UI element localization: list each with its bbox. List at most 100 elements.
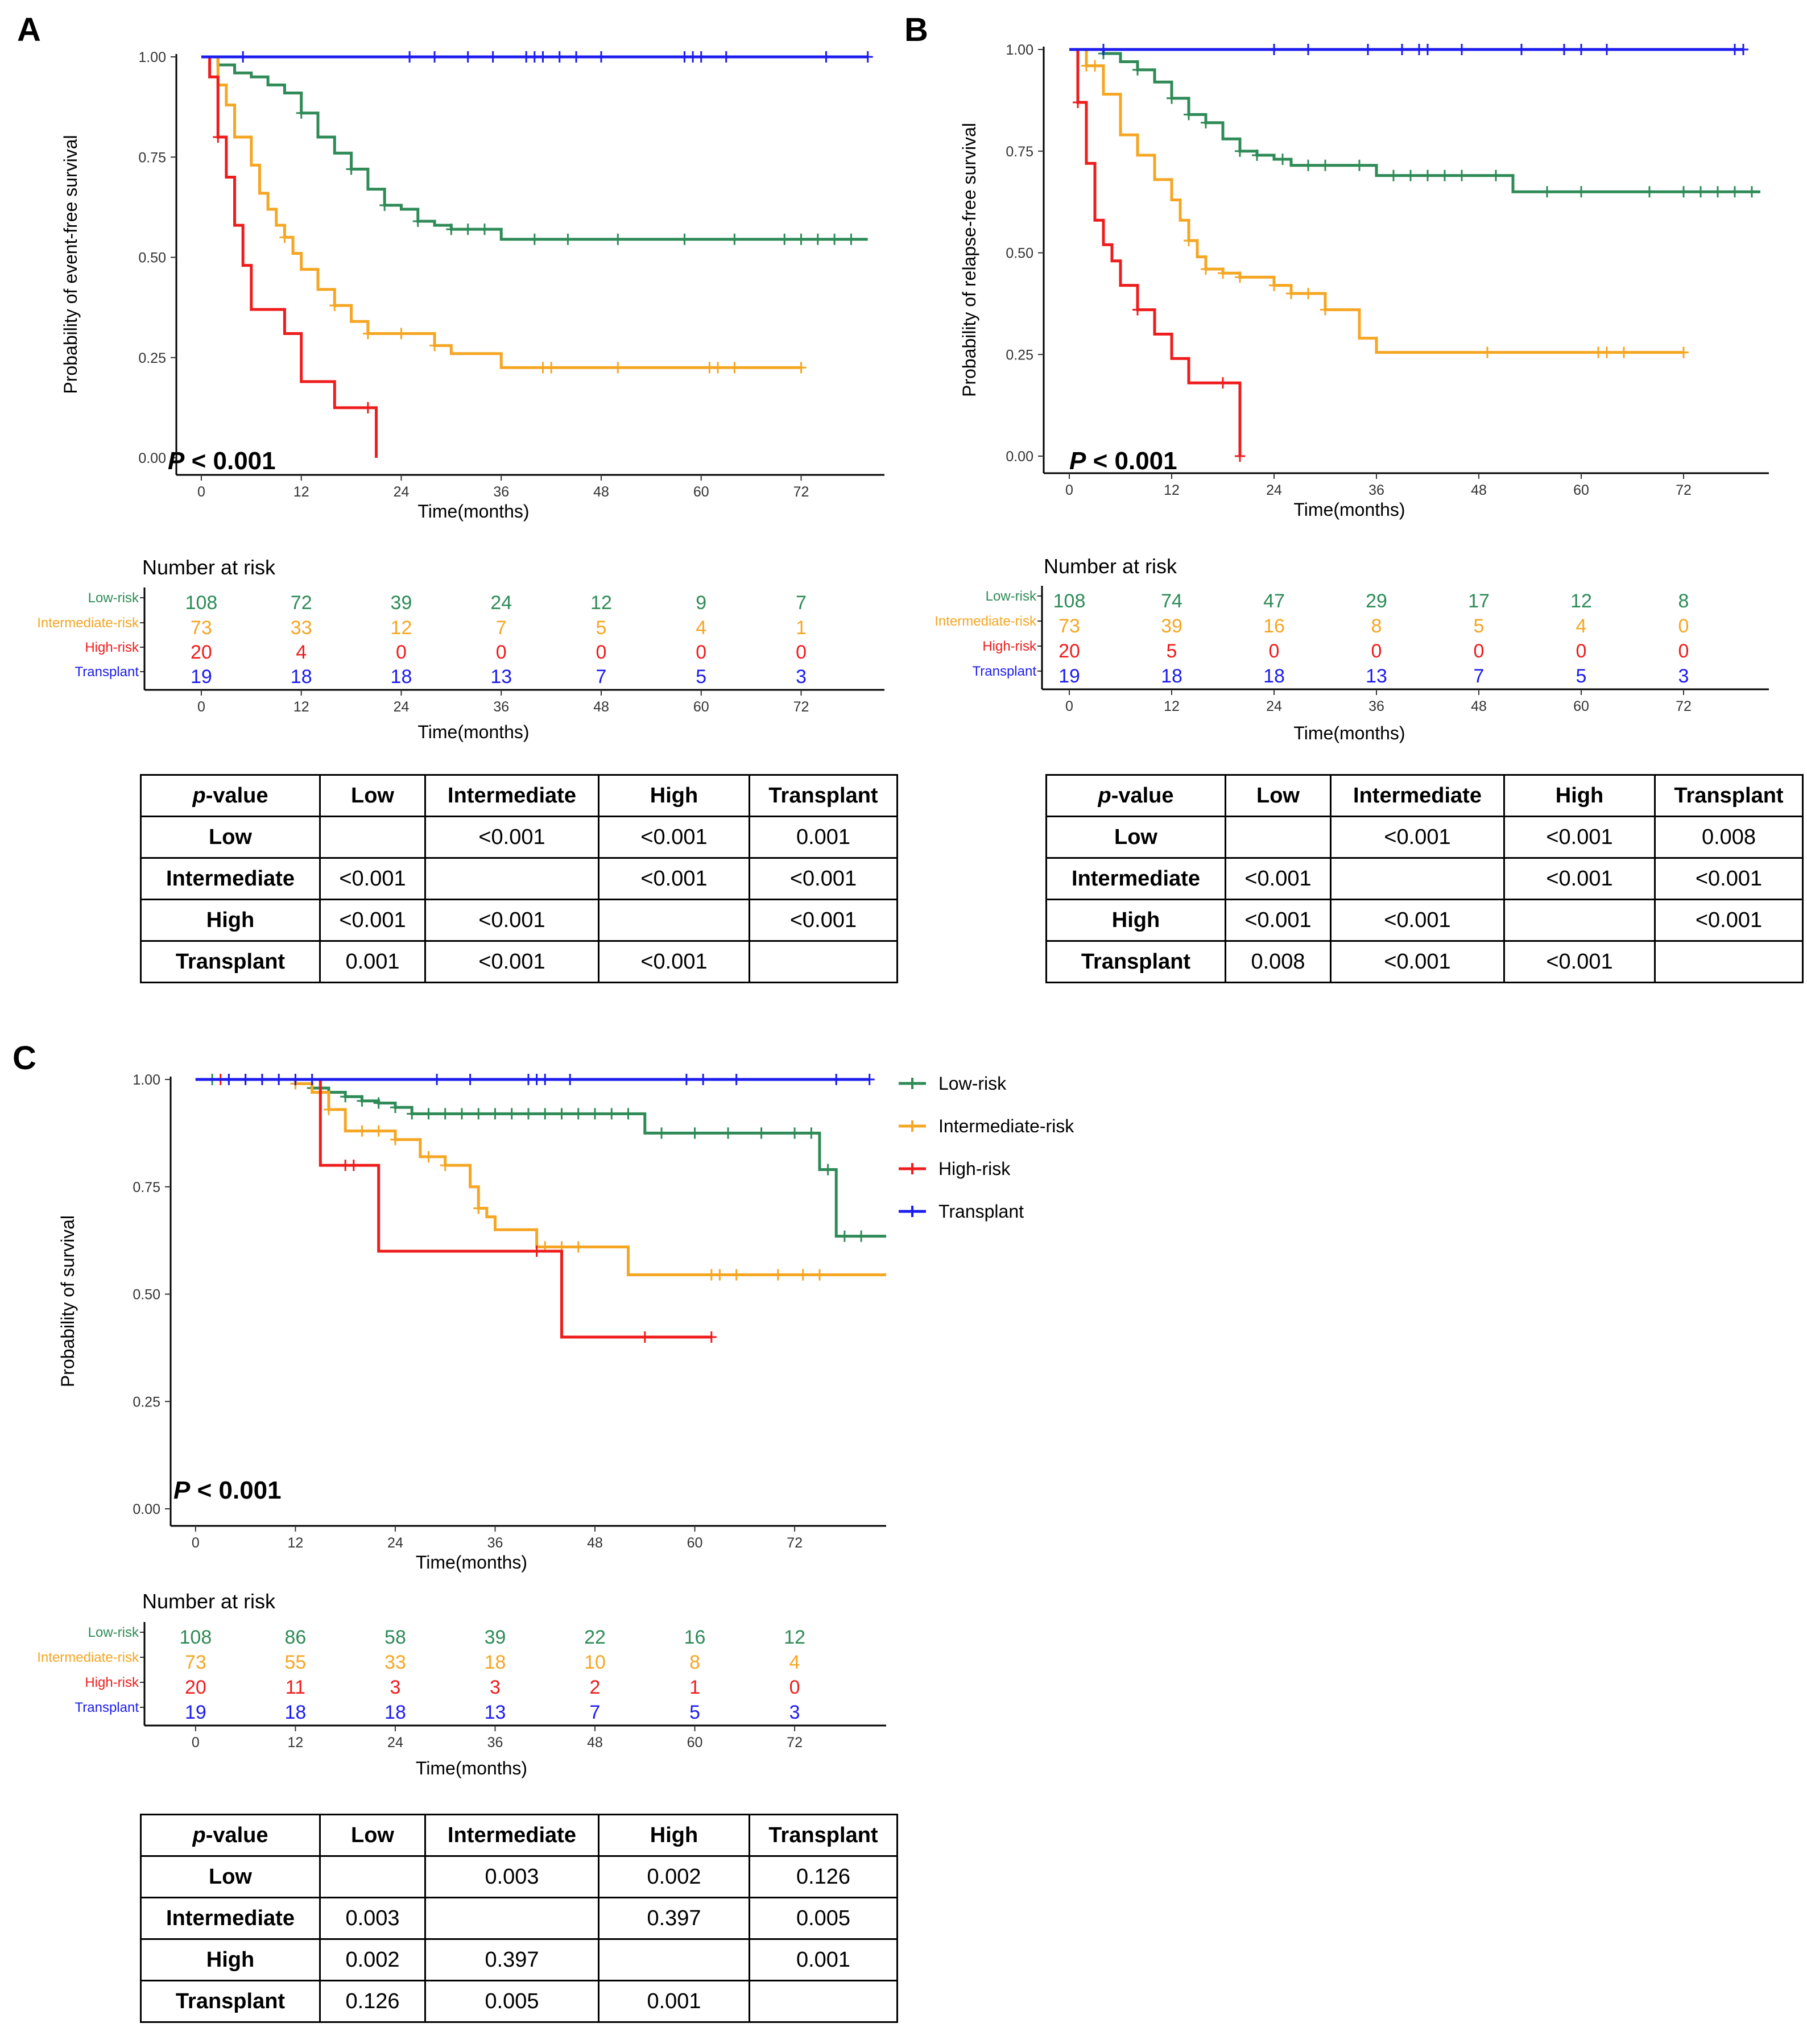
x-tick-label: 60 — [687, 1535, 703, 1551]
pvalue-cell: <0.001 — [1503, 816, 1656, 859]
y-axis-title: Probability of relapse-free survival — [959, 123, 979, 397]
censor-mark — [796, 362, 807, 374]
censor-mark — [546, 362, 557, 374]
y-axis-title: Probability of survival — [57, 1215, 78, 1387]
risk-x-tick-label: 24 — [394, 699, 410, 715]
pvalue-cell: <0.001 — [598, 816, 750, 859]
risk-table-title: Number at risk — [142, 556, 276, 579]
censor-mark — [1576, 44, 1586, 55]
pvalue-row-label: Transplant — [140, 1980, 321, 2023]
risk-count: 10 — [584, 1652, 606, 1673]
risk-count: 72 — [291, 592, 312, 614]
risk-x-tick-label: 12 — [288, 1735, 304, 1751]
risk-row-label: Transplant — [75, 664, 139, 680]
censor-mark — [1303, 44, 1313, 55]
censor-mark — [729, 233, 740, 245]
pvalue-header-row: p-value Low Intermediate High Transplant — [140, 1814, 898, 1857]
risk-x-tick-label: 72 — [787, 1735, 803, 1751]
risk-count: 11 — [286, 1677, 305, 1698]
panel-b: B0.000.250.500.751.000 12 24 36 48 60 72Time(m… — [904, 11, 1769, 743]
risk-count: 7 — [496, 617, 507, 639]
risk-count: 18 — [291, 666, 312, 688]
risk-count: 73 — [1058, 615, 1080, 637]
risk-count: 18 — [485, 1652, 506, 1673]
risk-count: 0 — [396, 642, 407, 663]
pvalue-cell — [1503, 899, 1656, 942]
censor-mark — [440, 1108, 450, 1120]
censor-mark — [554, 51, 565, 63]
risk-count: 108 — [185, 592, 218, 614]
censor-mark — [1201, 117, 1211, 129]
censor-mark — [340, 1091, 351, 1103]
censor-mark — [1269, 44, 1279, 55]
risk-count: 19 — [191, 666, 212, 688]
pvalue-row: High <0.001 <0.001 <0.001 — [140, 899, 898, 942]
risk-count: 12 — [391, 617, 412, 639]
km-curve-high-risk — [1069, 48, 1242, 456]
y-tick-label: 0.75 — [133, 1180, 160, 1195]
censor-mark — [1235, 450, 1245, 462]
risk-count: 3 — [490, 1677, 501, 1698]
x-tick-label: 24 — [394, 484, 410, 500]
x-tick-label: 48 — [587, 1535, 603, 1551]
censor-mark — [1696, 186, 1706, 198]
censor-mark — [1252, 149, 1262, 161]
risk-count: 86 — [285, 1627, 307, 1648]
x-tick-label: 36 — [493, 484, 509, 500]
pvalue-row: Transplant 0.008 <0.001 <0.001 — [1045, 940, 1804, 983]
panel-a: A 0.00 0.25 0.50 0.75 1.00 0 12 24 36 48 60 72 Time(m… — [17, 11, 884, 742]
censor-mark — [679, 233, 690, 245]
risk-count: 0 — [1576, 640, 1587, 662]
censor-mark — [473, 1108, 484, 1120]
censor-mark — [563, 233, 573, 245]
legend-label: Intermediate-risk — [938, 1116, 1074, 1136]
y-tick-label: 0.00 — [138, 450, 166, 466]
pvalue-cell — [598, 1938, 750, 1981]
pvalue-row: Transplant 0.126 0.005 0.001 — [140, 1980, 898, 2023]
pvalue-cell — [1654, 940, 1804, 983]
risk-x-tick-label: 36 — [487, 1735, 503, 1751]
censor-mark — [290, 1074, 301, 1085]
pvalue-row-label: High — [140, 1938, 321, 1981]
censor-mark — [257, 1074, 267, 1085]
risk-count: 0 — [1269, 640, 1280, 662]
km-curve-low-risk — [1069, 48, 1760, 193]
censor-mark — [839, 1230, 850, 1242]
risk-count: 16 — [684, 1627, 706, 1648]
pvalue-cell: <0.001 — [1503, 857, 1656, 900]
pvalue-header-p: p — [192, 783, 206, 808]
pvalue-cell: 0.001 — [319, 940, 426, 983]
censor-mark — [1235, 271, 1245, 283]
pvalue-header-cell: Intermediate — [424, 1814, 599, 1857]
pvalue-cell — [319, 816, 426, 859]
x-tick-label: 60 — [1573, 482, 1589, 498]
censor-mark — [1559, 44, 1569, 55]
censor-mark — [1397, 44, 1407, 55]
pvalue-cell: <0.001 — [749, 899, 898, 942]
pvalue-header-cell: High — [598, 774, 750, 817]
censor-mark — [1678, 186, 1689, 198]
censor-mark — [440, 1160, 450, 1171]
pvalue-cell: <0.001 — [1330, 899, 1505, 942]
censor-mark — [696, 51, 706, 63]
censor-mark — [613, 233, 623, 245]
censor-mark — [772, 1269, 783, 1281]
censor-mark — [1747, 186, 1757, 198]
censor-mark — [864, 1074, 875, 1085]
risk-count: 39 — [485, 1627, 506, 1648]
censor-mark — [714, 1269, 725, 1281]
risk-count: 4 — [789, 1652, 800, 1673]
censor-mark — [1098, 44, 1109, 55]
risk-count: 39 — [1161, 615, 1182, 637]
censor-mark — [723, 1127, 734, 1139]
risk-count: 33 — [384, 1652, 406, 1673]
x-axis-title: Time(months) — [416, 1552, 527, 1573]
panel-letter: A — [17, 11, 41, 48]
risk-row-label: High-risk — [85, 1675, 139, 1690]
censor-mark — [862, 51, 873, 63]
censor-mark — [779, 233, 790, 245]
risk-count: 16 — [1263, 615, 1285, 637]
legend-swatch-cross — [908, 1206, 917, 1217]
risk-count: 17 — [1468, 590, 1490, 612]
risk-x-tick-label: 12 — [1164, 698, 1180, 714]
